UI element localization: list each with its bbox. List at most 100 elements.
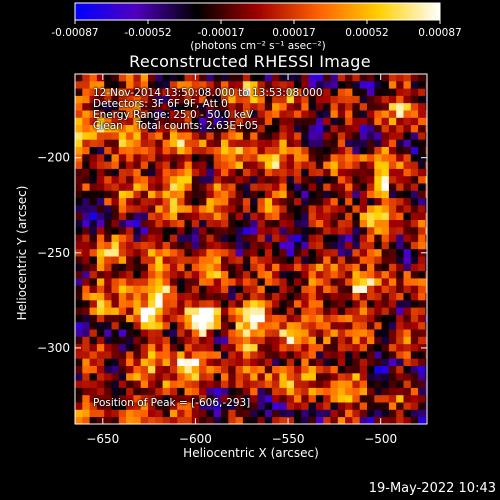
heatmap-cell [118, 110, 127, 119]
heatmap-cell [162, 307, 171, 316]
heatmap-cell [257, 351, 266, 360]
heatmap-cell [162, 417, 171, 424]
heatmap-cell [184, 154, 193, 162]
heatmap-cell [169, 168, 178, 177]
heatmap-cell [228, 241, 236, 250]
heatmap-cell [221, 402, 229, 411]
heatmap-cell [184, 322, 193, 330]
heatmap-cell [184, 278, 193, 287]
heatmap-cell [352, 81, 361, 89]
heatmap-cell [410, 271, 419, 279]
heatmap-cell [337, 220, 346, 228]
heatmap-cell [403, 212, 412, 221]
heatmap-cell [286, 344, 295, 352]
heatmap-cell [221, 95, 229, 104]
heatmap-cell [221, 300, 229, 308]
heatmap-cell [286, 205, 295, 214]
heatmap-cell [330, 300, 339, 308]
heatmap-cell [228, 234, 236, 243]
heatmap-cell [184, 344, 193, 352]
heatmap-cell [315, 307, 324, 316]
heatmap-cell [118, 183, 127, 192]
heatmap-cell [381, 336, 390, 345]
y-tick-label: −300 [37, 341, 70, 355]
heatmap-cell [75, 336, 83, 345]
heatmap-cell [82, 307, 90, 316]
heatmap-cell [96, 117, 105, 126]
heatmap-cell [118, 402, 127, 411]
heatmap-cell [199, 183, 207, 192]
heatmap-cell [250, 88, 258, 97]
heatmap-cell [308, 293, 317, 301]
heatmap-cell [301, 139, 309, 148]
heatmap-cell [345, 285, 353, 294]
heatmap-cell [286, 249, 295, 257]
heatmap-cell [148, 227, 156, 235]
heatmap-cell [286, 329, 295, 338]
heatmap-cell [206, 344, 215, 352]
heatmap-cell [148, 176, 156, 184]
colorbar-tick-label: -0.00052 [124, 27, 171, 39]
heatmap-cell [418, 81, 426, 89]
heatmap-cell [169, 263, 178, 272]
heatmap-cell [242, 307, 251, 316]
heatmap-cell [352, 212, 361, 221]
heatmap-cell [169, 183, 178, 192]
heatmap-cell [396, 220, 404, 228]
heatmap-cell [352, 336, 361, 345]
heatmap-cell [410, 395, 419, 403]
heatmap-cell [184, 220, 193, 228]
heatmap-cell [367, 395, 375, 403]
heatmap-cell [126, 336, 134, 345]
heatmap-cell [264, 329, 273, 338]
heatmap-cell [191, 190, 200, 199]
heatmap-cell [96, 212, 105, 221]
heatmap-cell [162, 366, 171, 374]
heatmap-cell [104, 285, 112, 294]
heatmap-cell [111, 95, 120, 104]
heatmap-cell [213, 271, 222, 279]
heatmap-cell [96, 132, 105, 141]
heatmap-cell [403, 74, 412, 82]
heatmap-cell [235, 314, 244, 323]
heatmap-cell [396, 373, 404, 381]
heatmap-cell [359, 278, 368, 287]
heatmap-cell [118, 220, 127, 228]
heatmap-cell [221, 249, 229, 257]
heatmap-cell [425, 395, 427, 403]
heatmap-cell [352, 351, 361, 360]
heatmap-cell [381, 395, 390, 403]
heatmap-cell [118, 139, 127, 148]
heatmap-cell [337, 198, 346, 206]
heatmap-cell [308, 117, 317, 126]
heatmap-cell [126, 409, 134, 418]
heatmap-cell [96, 395, 105, 403]
heatmap-cell [133, 110, 142, 119]
heatmap-cell [315, 227, 324, 235]
heatmap-cell [199, 125, 207, 133]
heatmap-cell [410, 417, 419, 424]
heatmap-cell [242, 322, 251, 330]
heatmap-cell [228, 409, 236, 418]
heatmap-cell [155, 154, 163, 162]
heatmap-cell [89, 380, 98, 389]
heatmap-cell [359, 110, 368, 119]
heatmap-cell [396, 285, 404, 294]
heatmap-cell [330, 336, 339, 345]
heatmap-cell [381, 139, 390, 148]
heatmap-cell [133, 168, 142, 177]
heatmap-cell [177, 249, 185, 257]
heatmap-cell [374, 402, 382, 411]
heatmap-cell [169, 234, 178, 243]
heatmap-cell [425, 125, 427, 133]
heatmap-cell [359, 293, 368, 301]
heatmap-cell [257, 263, 266, 272]
heatmap-cell [308, 278, 317, 287]
heatmap-cell [330, 110, 339, 119]
heatmap-cell [367, 234, 375, 243]
heatmap-cell [169, 395, 178, 403]
heatmap-cell [345, 147, 353, 155]
heatmap-cell [221, 387, 229, 396]
heatmap-cell [221, 205, 229, 214]
heatmap-cell [199, 380, 207, 389]
